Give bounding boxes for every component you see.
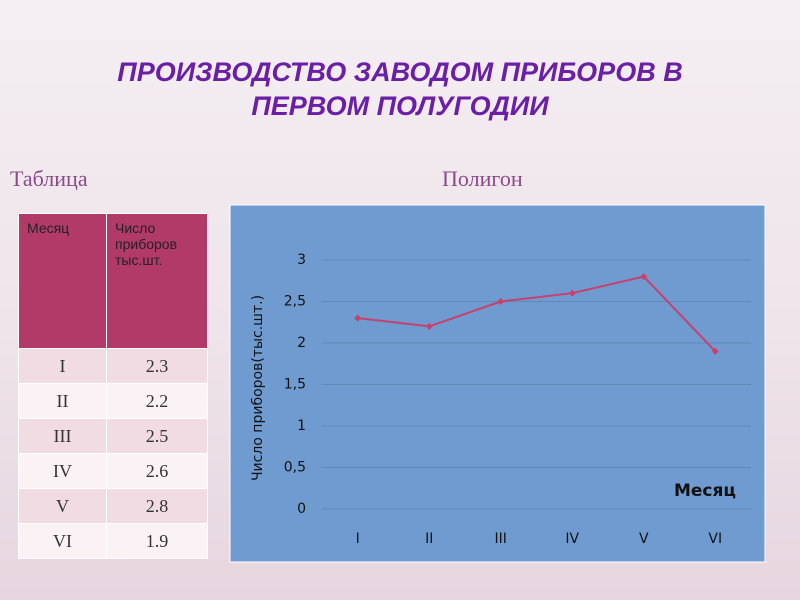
y-tick-label: 1,5 [284, 377, 306, 393]
table-cell: II [18, 383, 107, 419]
table-cell: 2.5 [106, 418, 208, 454]
table-cell: V [18, 488, 107, 524]
x-tick-label: V [639, 531, 649, 547]
data-point [568, 289, 576, 297]
table-row: VI 1.9 [18, 523, 208, 559]
header-row: Месяц Число приборов тыс.шт. [18, 213, 208, 349]
y-tick-label: 3 [297, 252, 306, 268]
x-tick-label: II [425, 531, 433, 547]
chart-label: Полигон [442, 166, 523, 191]
table-row: II 2.2 [18, 383, 208, 419]
x-tick-label: I [356, 531, 360, 547]
table-cell: 2.6 [106, 453, 208, 489]
data-point [425, 322, 433, 330]
header-cell: Число приборов тыс.шт. [106, 213, 208, 349]
table-cell: I [18, 348, 107, 384]
data-point [354, 314, 362, 322]
y-tick-label: 2,5 [284, 294, 306, 310]
y-tick-label: 0,5 [284, 460, 306, 476]
table-cell: IV [18, 453, 107, 489]
chart-area [229, 204, 766, 563]
data-point [711, 347, 719, 355]
table-cell: III [18, 418, 107, 454]
x-tick-label: III [495, 531, 507, 547]
table-cell: 1.9 [106, 523, 208, 559]
table-row: III 2.5 [18, 418, 208, 454]
y-tick-label: 0 [297, 501, 306, 517]
table-cell: 2.2 [106, 383, 208, 419]
y-tick-label: 2 [297, 335, 306, 351]
x-tick-label: IV [565, 531, 579, 547]
data-point [640, 273, 648, 281]
table-row: IV 2.6 [18, 453, 208, 489]
data-point [497, 298, 505, 305]
y-tick-label: 1 [297, 418, 306, 434]
slide-title: ПРОИЗВОДСТВО ЗАВОДОМ ПРИБОРОВ В ПЕРВОМ П… [117, 57, 683, 121]
table-row: V 2.8 [18, 488, 208, 524]
x-tick-label: VI [708, 531, 722, 547]
x-axis-label: Месяц [674, 481, 736, 501]
header-cell: Месяц [18, 213, 107, 349]
y-axis-label: Число приборов(тыс.шт.) [250, 295, 266, 481]
data-line [357, 275, 716, 352]
table-label: Таблица [10, 166, 88, 191]
table-cell: 2.8 [106, 488, 208, 524]
table-cell: VI [18, 523, 107, 559]
data-table: Месяц Число приборов тыс.шт. I 2.3 II 2.2 III 2… [18, 213, 208, 559]
